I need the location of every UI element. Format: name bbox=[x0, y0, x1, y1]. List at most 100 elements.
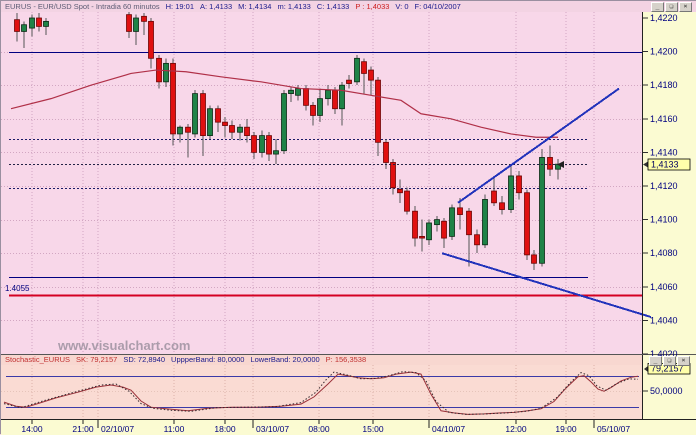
current-price-box bbox=[647, 158, 691, 171]
candle bbox=[491, 190, 497, 204]
minimize-button[interactable]: _ bbox=[649, 356, 662, 366]
candle bbox=[547, 157, 553, 170]
price-tick-label: 1,4180 bbox=[650, 80, 678, 90]
candle bbox=[281, 93, 287, 152]
stoch-title-segment: SK: 79,2157 bbox=[76, 355, 118, 364]
candle bbox=[222, 121, 228, 126]
candle bbox=[419, 235, 425, 239]
price-axis-bg bbox=[642, 12, 696, 419]
price-arrow-marker bbox=[557, 161, 564, 168]
stoch-title-segment: UppperBand: 80,0000 bbox=[171, 355, 245, 364]
candle bbox=[390, 162, 396, 189]
candle bbox=[244, 126, 250, 136]
moving-average-line bbox=[10, 69, 558, 138]
stoch-value-marker bbox=[644, 366, 648, 372]
candle bbox=[404, 190, 410, 212]
candle bbox=[29, 17, 35, 29]
title-segment: M: 1,4134 bbox=[238, 2, 272, 11]
candle bbox=[170, 62, 176, 135]
candle bbox=[273, 150, 279, 155]
candle bbox=[36, 17, 42, 27]
time-tick-label: 15:00 bbox=[362, 424, 384, 434]
main-plot-bg bbox=[1, 12, 642, 355]
candle bbox=[325, 89, 331, 100]
current-price-value: 1,4133 bbox=[651, 160, 679, 170]
time-tick-label: 19:00 bbox=[555, 424, 577, 434]
stochastic-panel-title: Stochastic_EURUS SK: 79,2157 SD: 72,8940 Up… bbox=[5, 355, 372, 364]
candle bbox=[126, 14, 132, 32]
candle bbox=[295, 88, 301, 96]
maximize-button[interactable]: ❏ bbox=[663, 356, 676, 366]
candle bbox=[259, 135, 265, 153]
stoch-title-segment: Stochastic_EURUS bbox=[5, 355, 71, 364]
time-tick-label: 18:00 bbox=[214, 424, 236, 434]
price-tick-label: 1,4080 bbox=[650, 248, 678, 258]
candle bbox=[237, 126, 243, 133]
watermark: www.visualchart.com bbox=[57, 338, 190, 353]
stoch-title-segment: SD: 72,8940 bbox=[123, 355, 166, 364]
candle bbox=[177, 126, 183, 135]
candle bbox=[185, 126, 191, 133]
title-segment: F: 04/10/2007 bbox=[414, 2, 461, 11]
title-segment: EURUS - EUR/USD Spot - Intradia 60 minut… bbox=[5, 2, 160, 11]
candle bbox=[332, 89, 338, 110]
price-tick-label: 1,4140 bbox=[650, 147, 678, 157]
candle bbox=[133, 17, 139, 32]
title-segment: A: 1,4133 bbox=[200, 2, 233, 11]
candle bbox=[163, 62, 169, 83]
time-tick-label: 11:00 bbox=[164, 424, 185, 434]
minimize-button[interactable]: _ bbox=[651, 2, 664, 12]
trend-line bbox=[441, 252, 652, 318]
candle bbox=[426, 222, 432, 241]
candle bbox=[412, 210, 418, 239]
time-tick-label: 21:00 bbox=[72, 424, 94, 434]
price-tick-label: 1,4220 bbox=[650, 13, 678, 23]
main-chart-titlebar: EURUS - EUR/USD Spot - Intradia 60 minut… bbox=[1, 1, 696, 12]
current-price-marker bbox=[643, 161, 648, 168]
stochastic-panel-titlebar: Stochastic_EURUS SK: 79,2157 SD: 72,8940 Up… bbox=[1, 355, 642, 365]
close-button[interactable]: × bbox=[677, 356, 690, 366]
candle bbox=[43, 20, 49, 27]
candle bbox=[354, 57, 360, 83]
candle bbox=[251, 135, 257, 153]
candle bbox=[397, 188, 403, 194]
candle bbox=[14, 19, 20, 32]
price-tick-label: 1,4040 bbox=[650, 315, 678, 325]
candle bbox=[200, 93, 206, 136]
support-level-label: 1.4055 bbox=[5, 284, 30, 293]
candle bbox=[383, 141, 389, 163]
candle bbox=[215, 108, 221, 123]
maximize-button[interactable]: ❏ bbox=[665, 2, 678, 12]
stoch-mid-label: 50,0000 bbox=[650, 386, 683, 396]
candle bbox=[375, 79, 381, 143]
price-tick-label: 1,4160 bbox=[650, 114, 678, 124]
price-tick-label: 1,4100 bbox=[650, 215, 678, 225]
title-segment: m: 1,4133 bbox=[277, 2, 311, 11]
candle bbox=[317, 98, 323, 116]
candle bbox=[449, 207, 455, 237]
candle bbox=[148, 20, 154, 59]
candle bbox=[539, 157, 545, 264]
candle bbox=[482, 199, 488, 246]
title-segment: V: 0 bbox=[395, 2, 409, 11]
time-tick-label: 14:00 bbox=[21, 424, 43, 434]
time-tick-label: 08:00 bbox=[308, 424, 330, 434]
time-tick-label: 05/10/07 bbox=[597, 424, 630, 434]
time-tick-label: 02/10/07 bbox=[101, 424, 134, 434]
candle bbox=[508, 175, 514, 210]
candle bbox=[466, 210, 472, 236]
candle bbox=[266, 135, 272, 155]
price-tick-label: 1,4060 bbox=[650, 282, 678, 292]
main-window-controls: _ ❏ × bbox=[651, 2, 692, 12]
candle bbox=[499, 202, 505, 210]
price-tick-label: 1,4020 bbox=[650, 349, 678, 359]
candle bbox=[303, 88, 309, 106]
close-button[interactable]: × bbox=[679, 2, 692, 12]
candle bbox=[229, 125, 235, 133]
candle bbox=[339, 84, 345, 110]
candle bbox=[368, 69, 374, 81]
title-segment: H: 19:01 bbox=[165, 2, 194, 11]
time-axis-bg bbox=[1, 419, 696, 435]
